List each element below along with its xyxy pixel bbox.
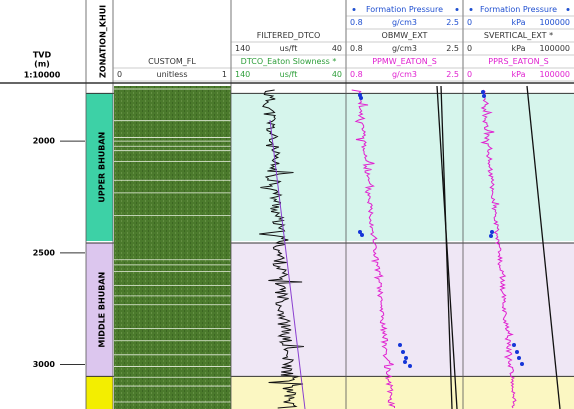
gradient-line — [526, 85, 561, 409]
depth-title: TVD — [33, 51, 52, 60]
pressure-point — [403, 360, 407, 364]
pressure-point — [408, 364, 412, 368]
header-dot — [455, 8, 459, 11]
scale-min: 0.8 — [350, 44, 363, 53]
curve-name: PPRS_EATON_S — [488, 57, 548, 66]
depth-tick-label: 3000 — [33, 360, 56, 369]
pressure-point — [482, 94, 486, 98]
pressure-point — [481, 90, 485, 94]
depth-scale: 1:10000 — [24, 71, 61, 80]
fl-fill — [114, 86, 231, 409]
scale-unit: us/ft — [280, 44, 298, 53]
depth-tick-label: 2500 — [33, 248, 56, 257]
scale-max: 2.5 — [446, 44, 459, 53]
log-curve — [351, 89, 396, 408]
zone-box — [86, 376, 113, 409]
zone-label: UPPER BHUBAN — [98, 132, 107, 203]
scale-unit: kPa — [512, 18, 526, 27]
pressure-point — [398, 343, 402, 347]
scale-min: 0 — [467, 44, 472, 53]
pressure-point — [489, 234, 493, 238]
scale-unit: unitless — [157, 70, 188, 79]
curve-name: CUSTOM_FL — [148, 57, 196, 66]
scale-max: 2.5 — [446, 70, 459, 79]
pressure-point — [360, 233, 364, 237]
pressure-point — [401, 350, 405, 354]
curve-name: DTCO_Eaton Slowness * — [241, 57, 337, 66]
scale-unit: kPa — [512, 70, 526, 79]
depth-tick-label: 2000 — [33, 137, 56, 146]
scale-max: 2.5 — [446, 18, 459, 27]
zone-tint — [231, 243, 574, 377]
zone-tint — [231, 93, 574, 242]
scale-max: 100000 — [539, 44, 570, 53]
scale-unit: g/cm3 — [392, 70, 417, 79]
scale-min: 0.8 — [350, 18, 363, 27]
scale-min: 140 — [235, 44, 250, 53]
zone-box — [86, 93, 113, 242]
pressure-point — [520, 362, 524, 366]
pressure-point — [490, 230, 494, 234]
pressure-point — [512, 343, 516, 347]
scale-min: 0 — [467, 18, 472, 27]
header-dot — [469, 8, 473, 11]
zone-label: MIDDLE BHUBAN — [98, 272, 107, 348]
scale-max: 40 — [332, 70, 342, 79]
header-bg — [0, 0, 574, 83]
pressure-point — [515, 350, 519, 354]
zone-box — [86, 243, 113, 377]
scale-max: 1 — [222, 70, 227, 79]
scale-min: 0 — [117, 70, 122, 79]
log-curve — [480, 89, 517, 409]
pressure-point — [404, 356, 408, 360]
curve-name: Formation Pressure — [480, 5, 557, 14]
zone-tint — [231, 376, 574, 409]
curve-name: Formation Pressure — [366, 5, 443, 14]
scale-min: 0 — [467, 70, 472, 79]
pressure-point — [358, 230, 362, 234]
curve-name: FILTERED_DTCO — [257, 31, 321, 40]
log-curve — [259, 89, 304, 409]
pressure-point — [517, 356, 521, 360]
curve-name: OBMW_EXT — [382, 31, 428, 40]
scale-unit: g/cm3 — [392, 18, 417, 27]
zonation-title: ZONATION_KHUI — [99, 5, 108, 78]
curve-name: PPMW_EATON_S — [372, 57, 437, 66]
scale-min: 140 — [235, 70, 250, 79]
scale-unit: kPa — [512, 44, 526, 53]
trend-line — [269, 119, 306, 409]
pressure-point — [359, 96, 363, 100]
curve-name: SVERTICAL_EXT * — [484, 31, 553, 40]
header-dot — [566, 8, 570, 11]
scale-min: 0.8 — [350, 70, 363, 79]
scale-max: 40 — [332, 44, 342, 53]
gradient-line — [440, 85, 453, 409]
scale-unit: us/ft — [280, 70, 298, 79]
scale-max: 100000 — [539, 70, 570, 79]
depth-unit: (m) — [34, 60, 50, 69]
header-dot — [352, 8, 356, 11]
scale-max: 100000 — [539, 18, 570, 27]
scale-unit: g/cm3 — [392, 44, 417, 53]
